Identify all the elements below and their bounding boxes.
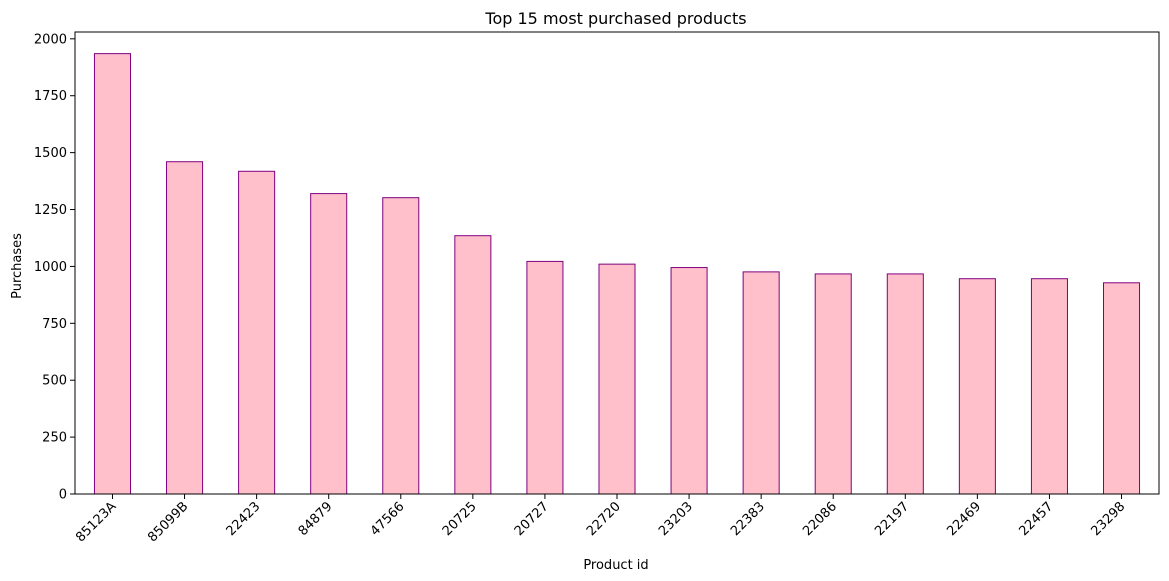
bar-22383	[742, 271, 780, 495]
x-tick-label: 47566	[368, 499, 408, 539]
bar-22469	[958, 278, 996, 495]
x-tick-label: 22197	[872, 499, 912, 539]
y-tick-label: 1250	[34, 203, 67, 218]
x-tick-label: 22086	[800, 499, 840, 539]
y-tick-label: 750	[42, 317, 67, 332]
bar-23298	[1103, 282, 1141, 495]
x-tick-label: 22469	[944, 499, 984, 539]
x-tick-label: 22383	[728, 499, 768, 539]
bar-22457	[1030, 278, 1068, 495]
bar-20727	[526, 260, 564, 495]
y-tick-label: 1750	[34, 89, 67, 104]
x-tick-label: 20727	[512, 499, 552, 539]
y-tick-label: 1500	[34, 146, 67, 161]
y-tick-label: 2000	[34, 32, 67, 47]
bar-85099B	[166, 161, 204, 495]
y-axis-label: Purchases	[10, 233, 25, 299]
x-axis: 85123A 85099B 22423 84879 47566 20725 20727 227…	[73, 494, 1128, 545]
y-axis: 0 250 500 750 1000 1250 1500 1750 2000	[34, 32, 75, 503]
x-tick-label: 22457	[1016, 499, 1056, 539]
bar-22720	[598, 263, 636, 495]
x-tick-label: 85123A	[73, 499, 119, 545]
x-axis-label: Product id	[583, 558, 648, 573]
x-tick-label: 85099B	[145, 499, 191, 545]
bar-84879	[310, 193, 348, 495]
x-tick-label: 23298	[1088, 499, 1128, 539]
y-tick-label: 500	[42, 374, 67, 389]
y-tick-label: 0	[59, 488, 67, 503]
bar-23203	[670, 267, 708, 495]
x-tick-label: 22423	[224, 499, 264, 539]
x-tick-label: 20725	[440, 499, 480, 539]
bar-22197	[886, 273, 924, 495]
x-tick-label: 23203	[656, 499, 696, 539]
chart-title: Top 15 most purchased products	[484, 9, 746, 28]
bar-22086	[814, 273, 852, 495]
x-tick-label: 84879	[296, 499, 336, 539]
bar-20725	[454, 235, 492, 495]
bars-group	[93, 53, 1141, 495]
x-tick-label: 22720	[584, 499, 624, 539]
plot-frame	[74, 31, 1160, 495]
y-tick-label: 250	[42, 431, 67, 446]
bar-85123A	[93, 53, 131, 495]
bar-22423	[238, 170, 276, 495]
bar-47566	[382, 197, 420, 495]
y-tick-label: 1000	[34, 260, 67, 275]
